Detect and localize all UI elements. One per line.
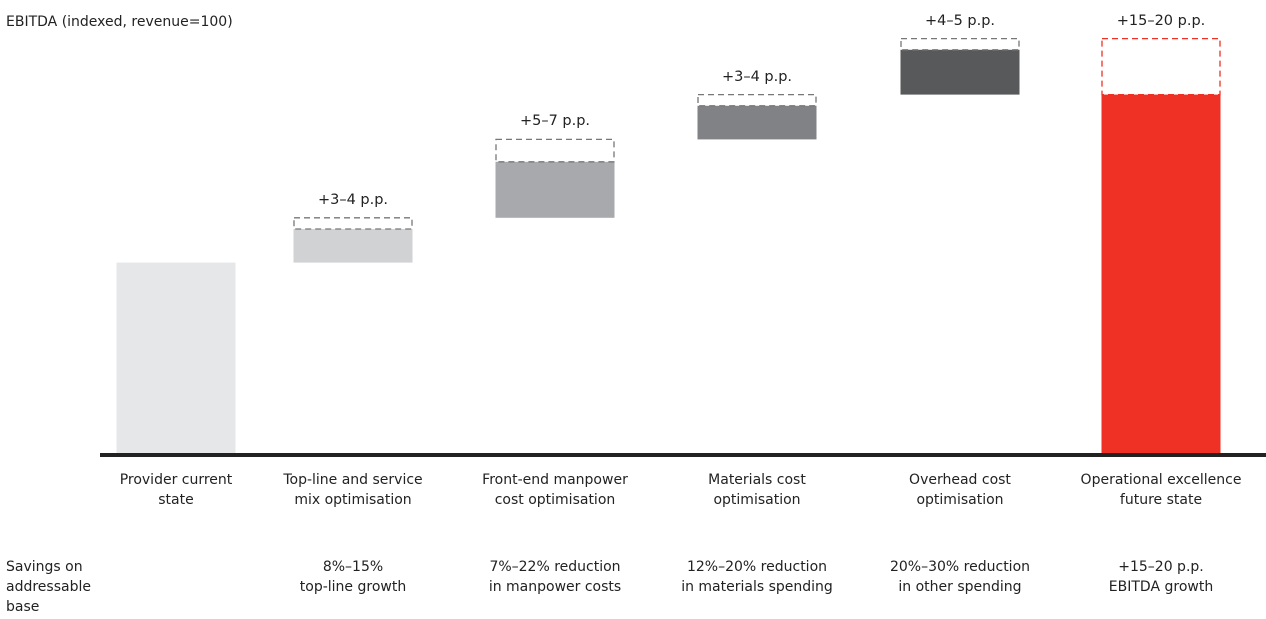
category-label: Operational excellence future state bbox=[1080, 472, 1242, 508]
range-box bbox=[1101, 37, 1221, 96]
savings-text: 7%–22% reduction in manpower costs bbox=[488, 559, 622, 595]
category-label: Top-line and service mix optimisation bbox=[283, 472, 423, 508]
savings-label: Savings on addressable base bbox=[6, 559, 91, 615]
bar bbox=[1101, 94, 1221, 453]
value-label: +3–4 p.p. bbox=[721, 68, 793, 85]
category-label: Materials cost optimisation bbox=[708, 472, 806, 508]
category-label: Overhead cost optimisation bbox=[909, 472, 1011, 508]
bar bbox=[900, 49, 1020, 95]
value-label: +5–7 p.p. bbox=[519, 113, 591, 130]
savings-text: 8%–15% top-line growth bbox=[299, 559, 407, 595]
bar bbox=[116, 262, 236, 453]
category-label: Provider current state bbox=[119, 472, 233, 508]
range-box bbox=[495, 138, 615, 163]
savings-text: 20%–30% reduction in other spending bbox=[889, 559, 1031, 595]
bar bbox=[293, 229, 413, 263]
savings-text: +15–20 p.p. EBITDA growth bbox=[1108, 559, 1214, 595]
value-label: +4–5 p.p. bbox=[924, 12, 996, 29]
range-box bbox=[900, 37, 1020, 51]
value-label: +15–20 p.p. bbox=[1116, 12, 1206, 29]
y-axis-label: EBITDA (indexed, revenue=100) bbox=[6, 14, 233, 30]
category-label: Front-end manpower cost optimisation bbox=[482, 472, 628, 508]
value-label: +3–4 p.p. bbox=[317, 191, 389, 208]
range-box bbox=[293, 217, 413, 230]
range-box bbox=[697, 93, 817, 107]
bar bbox=[697, 105, 817, 140]
savings-text: 12%–20% reduction in materials spending bbox=[681, 559, 833, 595]
bar bbox=[495, 161, 615, 218]
